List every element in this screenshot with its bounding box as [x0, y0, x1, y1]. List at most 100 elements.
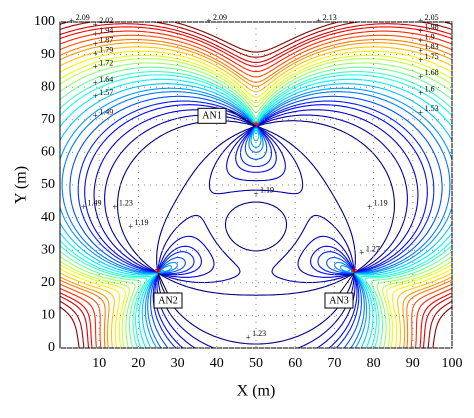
x-tick-label: 80	[367, 356, 381, 371]
anchor-box	[153, 292, 183, 309]
contour-line	[60, 62, 452, 348]
contour-label: 1.9	[425, 32, 435, 41]
contour-label: 1.72	[99, 58, 113, 67]
contours	[60, 22, 452, 348]
y-tick-label: 0	[48, 340, 55, 355]
anchor-pointer	[157, 272, 169, 295]
y-tick-label: 50	[41, 177, 55, 192]
contour-line	[60, 22, 452, 348]
contour-marker: +	[418, 36, 423, 46]
contour-label: 1.49	[99, 107, 113, 116]
x-tick-label: 90	[406, 356, 420, 371]
anchor-label: AN1	[202, 111, 221, 122]
contour-label: 1.6	[425, 85, 435, 94]
contour-line	[117, 120, 395, 345]
contour-line	[60, 34, 452, 348]
contour-label: 1.53	[425, 104, 439, 113]
contour-label: 2.09	[76, 13, 90, 22]
contour-label: 2.13	[323, 13, 337, 22]
contour-marker: +	[418, 26, 423, 36]
y-tick-label: 10	[41, 308, 55, 323]
x-tick-label: 20	[131, 356, 145, 371]
y-tick-label: 90	[41, 47, 55, 62]
contour-marker: +	[128, 221, 133, 231]
contour-label: 1.27	[366, 244, 380, 253]
x-tick-label: 50	[249, 356, 263, 371]
contour-label: 1.19	[260, 186, 274, 195]
contour-marker: +	[418, 107, 423, 117]
y-tick-label: 100	[34, 14, 55, 29]
contour-line	[60, 87, 452, 348]
contour-marker: +	[93, 78, 98, 88]
contour-marker: +	[112, 202, 117, 212]
contour-label: 1.64	[99, 75, 113, 84]
contour-line	[60, 23, 452, 348]
contour-label: 1.79	[99, 45, 113, 54]
y-axis-label: Y (m)	[13, 166, 30, 204]
contour-label: 2.02	[99, 16, 113, 25]
anchor-label: AN2	[158, 295, 177, 306]
anchor-box	[197, 107, 227, 124]
x-tick-label: 60	[288, 356, 302, 371]
contour-marker: +	[246, 332, 251, 342]
contour-line	[69, 95, 443, 348]
contour-line	[60, 30, 452, 348]
contour-label: 1.98	[425, 23, 439, 32]
contour-line	[60, 50, 452, 348]
x-tick-label: 40	[210, 356, 224, 371]
contour-marker: +	[81, 202, 86, 212]
contour-label: 1.19	[374, 199, 388, 208]
contour-label: 1.19	[135, 218, 149, 227]
contour-line	[104, 114, 408, 348]
x-tick-label: 100	[442, 356, 463, 371]
contour-marker: +	[418, 71, 423, 81]
contour-label: 1.68	[425, 68, 439, 77]
anchor-marker: *	[253, 120, 260, 135]
contour-marker: +	[367, 202, 372, 212]
contour-label: 1.49	[88, 199, 102, 208]
contour-marker: +	[316, 16, 321, 26]
x-tick-label: 70	[327, 356, 341, 371]
contour-line	[61, 91, 451, 348]
x-tick-label: 30	[171, 356, 185, 371]
contour-label: 1.94	[99, 26, 113, 35]
contour-line	[60, 74, 452, 348]
contour-label: 1.57	[99, 88, 113, 97]
contour-marker: +	[93, 29, 98, 39]
contour-label: 2.09	[213, 13, 227, 22]
contour-marker: +	[418, 16, 423, 26]
contour-label: 1.23	[119, 199, 133, 208]
contour-line	[60, 58, 452, 348]
y-tick-label: 40	[41, 210, 55, 225]
y-tick-label: 70	[41, 112, 55, 127]
x-tick-label: 10	[92, 356, 106, 371]
contour-line	[60, 66, 452, 348]
contour-label: 1.83	[425, 42, 439, 51]
contour-marker: +	[418, 45, 423, 55]
contour-line	[60, 78, 452, 348]
y-tick-label: 30	[41, 242, 55, 257]
contour-marker: +	[93, 91, 98, 101]
contour-line	[60, 38, 452, 348]
contour-marker: +	[418, 55, 423, 65]
contour-line	[60, 22, 452, 348]
contour-line	[60, 46, 452, 348]
anchor-pointer	[227, 108, 257, 127]
contour-marker: +	[93, 39, 98, 49]
contour-marker: +	[206, 16, 211, 26]
contour-marker: +	[93, 19, 98, 29]
contour-marker: +	[418, 88, 423, 98]
contour-marker: +	[93, 111, 98, 121]
contour-label: 2.05	[425, 13, 439, 22]
contour-line	[93, 109, 419, 348]
y-tick-label: 20	[41, 275, 55, 290]
anchor-box	[324, 292, 354, 309]
anchor-label: AN3	[329, 295, 348, 306]
contour-label: 1.87	[99, 36, 113, 45]
contour-label: 1.75	[425, 52, 439, 61]
contour-marker: +	[93, 62, 98, 72]
contour-marker: +	[93, 49, 98, 59]
y-tick-label: 60	[41, 145, 55, 160]
contour-marker: +	[359, 248, 364, 258]
